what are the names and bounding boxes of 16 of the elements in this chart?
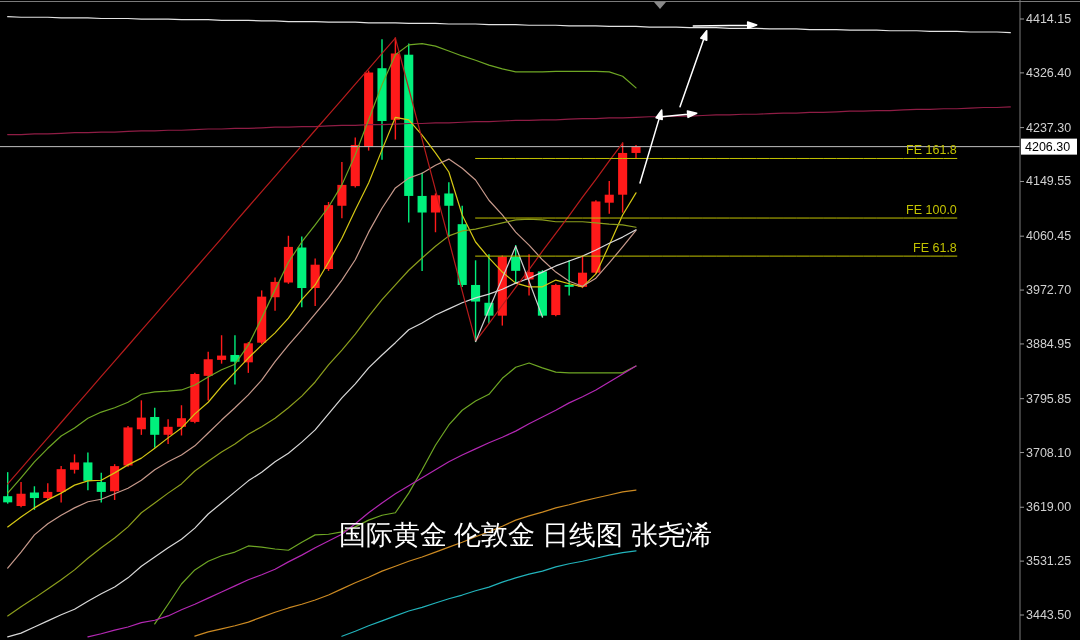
y-tick-label: 3619.00 bbox=[1026, 500, 1072, 515]
series-label: FE 61.8 bbox=[913, 241, 957, 256]
ref-line-label: 4206.30 bbox=[1025, 139, 1071, 154]
y-tick-label: 4149.55 bbox=[1026, 174, 1072, 189]
y-tick-label: 3443.50 bbox=[1026, 608, 1072, 623]
series-label: FE 100.0 bbox=[906, 203, 957, 218]
y-tick-label: 4326.40 bbox=[1026, 65, 1072, 80]
y-tick-label: 4237.30 bbox=[1026, 120, 1072, 135]
y-tick-label: 3531.25 bbox=[1026, 554, 1072, 569]
y-tick-label: 4414.15 bbox=[1026, 12, 1072, 26]
y-tick-label: 3708.10 bbox=[1026, 445, 1072, 460]
y-tick-label: 3795.85 bbox=[1026, 391, 1072, 406]
y-tick-label: 3972.70 bbox=[1026, 283, 1072, 298]
y-tick-label: 4060.45 bbox=[1026, 229, 1072, 244]
y-tick-label: 3884.95 bbox=[1026, 336, 1072, 351]
series-label: FE 161.8 bbox=[906, 143, 957, 158]
